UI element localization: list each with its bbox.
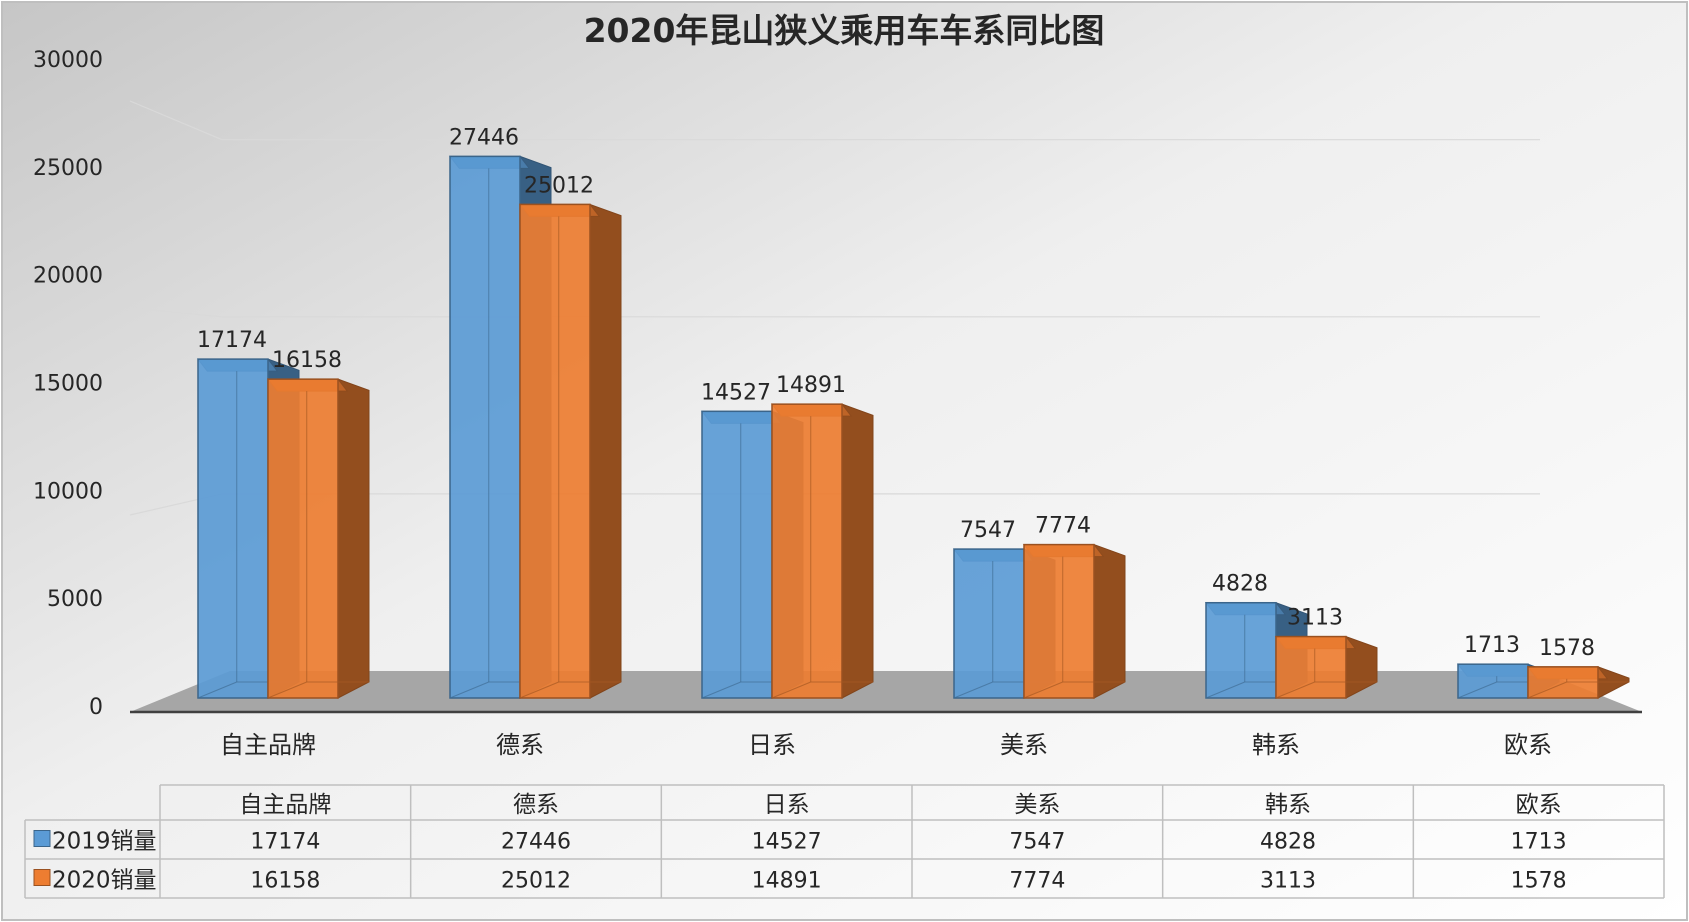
table-cell: 27446 — [501, 830, 571, 855]
bar-edge — [701, 681, 741, 699]
legend-label: 2019销量 — [52, 829, 157, 855]
bar-front — [197, 358, 269, 699]
bar-side — [589, 203, 622, 699]
table-header-cell: 韩系 — [1265, 792, 1311, 818]
table-cell: 16158 — [250, 869, 320, 894]
x-tick-label: 美系 — [1000, 731, 1048, 759]
gridlines — [129, 100, 1540, 516]
table-cell: 1578 — [1511, 869, 1567, 894]
bar-front — [771, 403, 843, 699]
x-tick-label: 自主品牌 — [220, 731, 316, 759]
y-tick-label: 0 — [89, 695, 103, 720]
bar-edge — [1527, 681, 1567, 699]
chart-title: 2020年昆山狭义乘用车车系同比图 — [584, 11, 1105, 50]
bar-edge — [1275, 681, 1315, 699]
bar-edge — [953, 681, 993, 699]
bar-edge — [267, 681, 307, 699]
gridline-stub — [129, 100, 223, 141]
table-header-cell: 美系 — [1014, 792, 1060, 818]
x-tick-label: 韩系 — [1252, 731, 1300, 759]
y-tick-label: 20000 — [33, 264, 103, 289]
bar-edge — [449, 681, 489, 699]
table-cell: 3113 — [1260, 869, 1316, 894]
y-axis-ticks: 0 5000 10000 15000 20000 25000 30000 — [33, 48, 103, 720]
y-tick-label: 10000 — [33, 479, 103, 504]
x-tick-label: 欧系 — [1504, 731, 1552, 759]
table-header-cell: 欧系 — [1516, 792, 1562, 818]
x-tick-label: 日系 — [748, 731, 796, 759]
data-label: 3113 — [1287, 606, 1343, 631]
data-label: 17174 — [197, 328, 267, 353]
table-cell: 25012 — [501, 869, 571, 894]
data-label: 14527 — [701, 380, 771, 405]
bar-side — [1093, 543, 1126, 699]
bar-front — [267, 378, 339, 699]
x-axis-ticks: 自主品牌 德系 日系 美系 韩系 欧系 — [220, 731, 1552, 759]
bar-edge — [1205, 681, 1245, 699]
bars — [196, 155, 1630, 699]
x-tick-label: 德系 — [496, 731, 544, 759]
data-label: 14891 — [776, 373, 846, 398]
table-cell: 4828 — [1260, 830, 1316, 855]
data-label: 7547 — [960, 518, 1016, 543]
bar-side — [337, 378, 370, 699]
bar-front — [449, 155, 521, 699]
table-header-cell: 德系 — [513, 792, 559, 818]
legend-swatch — [33, 830, 51, 847]
data-label: 7774 — [1035, 514, 1091, 539]
table-cell: 17174 — [250, 830, 320, 855]
data-label: 1578 — [1539, 636, 1595, 661]
y-tick-label: 25000 — [33, 156, 103, 181]
bar-front — [1275, 635, 1347, 699]
table-cell: 7547 — [1009, 830, 1065, 855]
gridline-stub — [129, 307, 223, 318]
table-header-cell: 自主品牌 — [239, 792, 331, 818]
data-label: 4828 — [1212, 572, 1268, 597]
y-tick-label: 15000 — [33, 372, 103, 397]
data-label: 25012 — [524, 173, 594, 198]
table-header-cell: 日系 — [764, 792, 810, 818]
bar-front — [701, 410, 773, 699]
bar-side — [841, 403, 874, 699]
table-cell: 14891 — [752, 869, 822, 894]
table-cell: 14527 — [752, 830, 822, 855]
y-tick-label: 30000 — [33, 48, 103, 73]
data-label: 27446 — [449, 125, 519, 150]
legend-swatch — [33, 869, 51, 886]
table-cell: 7774 — [1009, 869, 1065, 894]
bar-front — [1457, 663, 1529, 699]
bar-edge — [771, 681, 811, 699]
bar-edge — [1457, 681, 1497, 699]
bar-front — [1023, 543, 1095, 699]
bar-edge — [519, 681, 559, 699]
data-label: 16158 — [272, 348, 342, 373]
y-tick-label: 5000 — [47, 587, 103, 612]
bar-front — [519, 203, 591, 699]
data-table: 自主品牌 德系 日系 美系 韩系 欧系 2019销量 17174 27446 14527 7547 4… — [24, 784, 1665, 899]
bar-edge — [197, 681, 237, 699]
bar-edge — [1023, 681, 1063, 699]
bar-front — [953, 548, 1025, 699]
table-cell: 1713 — [1511, 830, 1567, 855]
data-label: 1713 — [1464, 633, 1520, 658]
legend-label: 2020销量 — [52, 868, 157, 894]
